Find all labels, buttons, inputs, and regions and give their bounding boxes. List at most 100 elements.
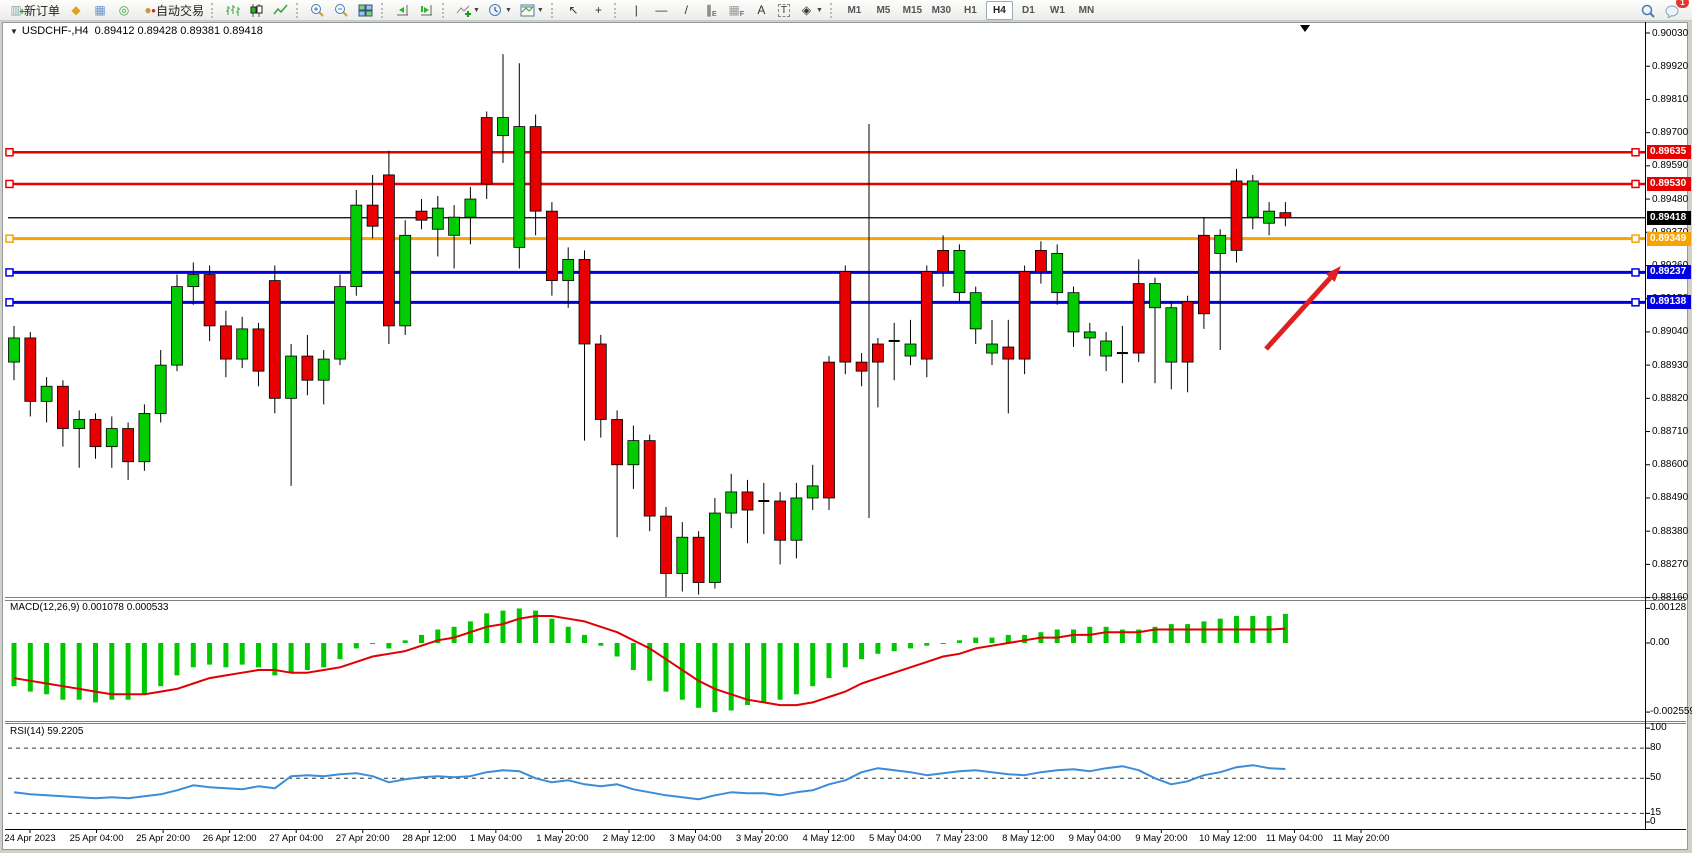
time-tick-label: 25 Apr 04:00 (69, 833, 124, 844)
candlestick-icon (250, 3, 263, 17)
indicators-button[interactable]: ▼ (452, 0, 484, 21)
timeframe-button-m5[interactable]: M5 (876, 4, 891, 16)
text-button[interactable]: A (749, 0, 774, 21)
channel-button[interactable]: ∥E (699, 0, 724, 21)
rsi-axis-label: 0 (1650, 816, 1656, 827)
crosshair-button[interactable]: + (586, 0, 611, 21)
time-tick-label: 5 May 04:00 (868, 833, 922, 844)
main-toolbar: ▥ + 新订单 ◆ ▦ ◎ ● ● 自动交易 ▼ ▼ ▼ ↖ + | — / ∥E … (0, 0, 1692, 21)
trendline-button[interactable]: / (674, 0, 699, 21)
time-tick-label: 11 May 20:00 (1332, 833, 1390, 844)
line-chart-button[interactable] (269, 0, 293, 21)
vertical-line-button[interactable]: | (624, 0, 649, 21)
zoom-out-button[interactable] (330, 0, 354, 21)
label-button[interactable]: T (774, 0, 794, 21)
chart-quote: 0.89412 0.89428 0.89381 0.89418 (94, 25, 263, 37)
bar-chart-button[interactable] (221, 0, 245, 21)
time-tick-label: 3 May 20:00 (735, 833, 789, 844)
cursor-icon: ↖ (568, 3, 579, 17)
horizontal-line-icon: — (655, 3, 668, 17)
macd-axis-label: -0.002559 (1650, 706, 1692, 718)
vertical-line-icon: | (634, 3, 638, 17)
search-button[interactable] (1636, 0, 1660, 21)
shapes-button[interactable]: ◈ ▼ (794, 0, 827, 21)
tile-windows-button[interactable] (354, 0, 378, 21)
time-tick-label: 1 May 20:00 (536, 833, 589, 844)
notifications-button[interactable]: 1 (1660, 0, 1689, 21)
chart-title-row: ▼ USDCHF-,H4 0.89412 0.89428 0.89381 0.89… (10, 25, 263, 37)
rsi-axis-label: 50 (1650, 772, 1662, 784)
auto-trading-button[interactable]: ● ● 自动交易 (136, 0, 208, 21)
price-tick-label: 0.89920 (1652, 60, 1689, 72)
cursor-button[interactable]: ↖ (561, 0, 586, 21)
timeframe-button-mn[interactable]: MN (1078, 4, 1095, 16)
price-line-label: 0.89237 (1647, 265, 1691, 280)
time-tick-label: 2 May 12:00 (602, 833, 656, 844)
timeframe-button-w1[interactable]: W1 (1049, 4, 1065, 16)
time-tick-label: 25 Apr 20:00 (136, 833, 191, 844)
price-line-label: 0.89418 (1647, 210, 1691, 225)
line-chart-icon (273, 4, 288, 14)
candlestick-button[interactable] (245, 0, 269, 21)
chart-symbol: USDCHF-,H4 (21, 25, 89, 37)
zoom-in-button[interactable] (306, 0, 330, 21)
auto-trading-icon: ● ● (144, 2, 157, 17)
time-tick-label: 8 May 12:00 (1002, 833, 1055, 844)
chart-shift-button[interactable] (415, 0, 439, 21)
time-tick-label: 24 Apr 2023 (4, 833, 56, 844)
timeframe-button-h4[interactable]: H4 (985, 0, 1013, 20)
timeframe-button-m1[interactable]: M1 (847, 4, 862, 16)
time-tick-label: 11 May 04:00 (1266, 833, 1323, 844)
auto-trading-label: 自动交易 (156, 3, 205, 18)
new-order-icon: ▥ + (10, 2, 25, 18)
periods-button[interactable]: ▼ (484, 0, 516, 21)
chart-plot-area[interactable] (8, 28, 1645, 598)
toolbar-grip (829, 2, 837, 18)
navigator-button[interactable]: ◎ (112, 0, 136, 21)
price-tick-label: 0.88930 (1652, 359, 1689, 371)
rsi-axis-label: 15 (1650, 807, 1662, 819)
indicators-icon (456, 5, 472, 17)
timeframe-group: M1 M5 M15 M30 H1 H4 D1 W1 MN (840, 0, 1101, 20)
label-icon: T (777, 3, 790, 17)
rsi-label: RSI(14) 59.2205 (10, 726, 84, 737)
trendline-icon: / (684, 3, 689, 17)
templates-button[interactable]: ▼ (516, 0, 548, 21)
macd-label: MACD(12,26,9) 0.001078 0.000533 (10, 602, 169, 613)
price-tick-label: 0.90030 (1652, 27, 1689, 39)
price-tick-label: 0.89810 (1652, 93, 1689, 105)
macd-axis-label: 0.00 (1650, 637, 1670, 648)
data-window-button[interactable]: ▦ (88, 0, 112, 21)
timeframe-button-m30[interactable]: M30 (931, 4, 952, 16)
time-tick-label: 3 May 04:00 (669, 833, 722, 844)
chart-window (2, 22, 1688, 850)
fibonacci-icon: ▦F (728, 2, 745, 18)
crosshair-icon: + (594, 3, 602, 17)
zoom-out-icon (335, 3, 348, 17)
price-tick-label: 0.88600 (1652, 459, 1689, 471)
price-line-label: 0.89530 (1647, 176, 1691, 191)
time-tick-label: 27 Apr 04:00 (269, 833, 324, 844)
periods-icon (488, 3, 501, 16)
toolbar-grip (550, 2, 558, 18)
fibonacci-button[interactable]: ▦F (724, 0, 749, 21)
notification-badge: 1 (1676, 0, 1689, 8)
time-tick-label: 7 May 23:00 (935, 833, 988, 844)
market-watch-button[interactable]: ◆ (64, 0, 88, 21)
price-line-label: 0.89635 (1647, 145, 1691, 160)
new-order-button[interactable]: ▥ + 新订单 (4, 0, 64, 21)
search-icon (1641, 4, 1655, 18)
price-tick-label: 0.89480 (1652, 193, 1689, 205)
price-tick-label: 0.88380 (1652, 525, 1689, 537)
price-tick-label: 0.89040 (1652, 326, 1689, 338)
data-window-icon: ▦ (94, 2, 106, 17)
chart-collapse-icon[interactable]: ▼ (10, 27, 18, 36)
time-tick-label: 28 Apr 12:00 (402, 833, 457, 844)
timeframe-button-d1[interactable]: D1 (1021, 4, 1035, 16)
timeframe-button-h1[interactable]: H1 (963, 4, 977, 16)
horizontal-line-button[interactable]: — (649, 0, 674, 21)
channel-icon: ∥E (706, 2, 717, 18)
navigator-icon: ◎ (118, 2, 130, 17)
auto-scroll-button[interactable] (391, 0, 415, 21)
timeframe-button-m15[interactable]: M15 (902, 4, 923, 16)
